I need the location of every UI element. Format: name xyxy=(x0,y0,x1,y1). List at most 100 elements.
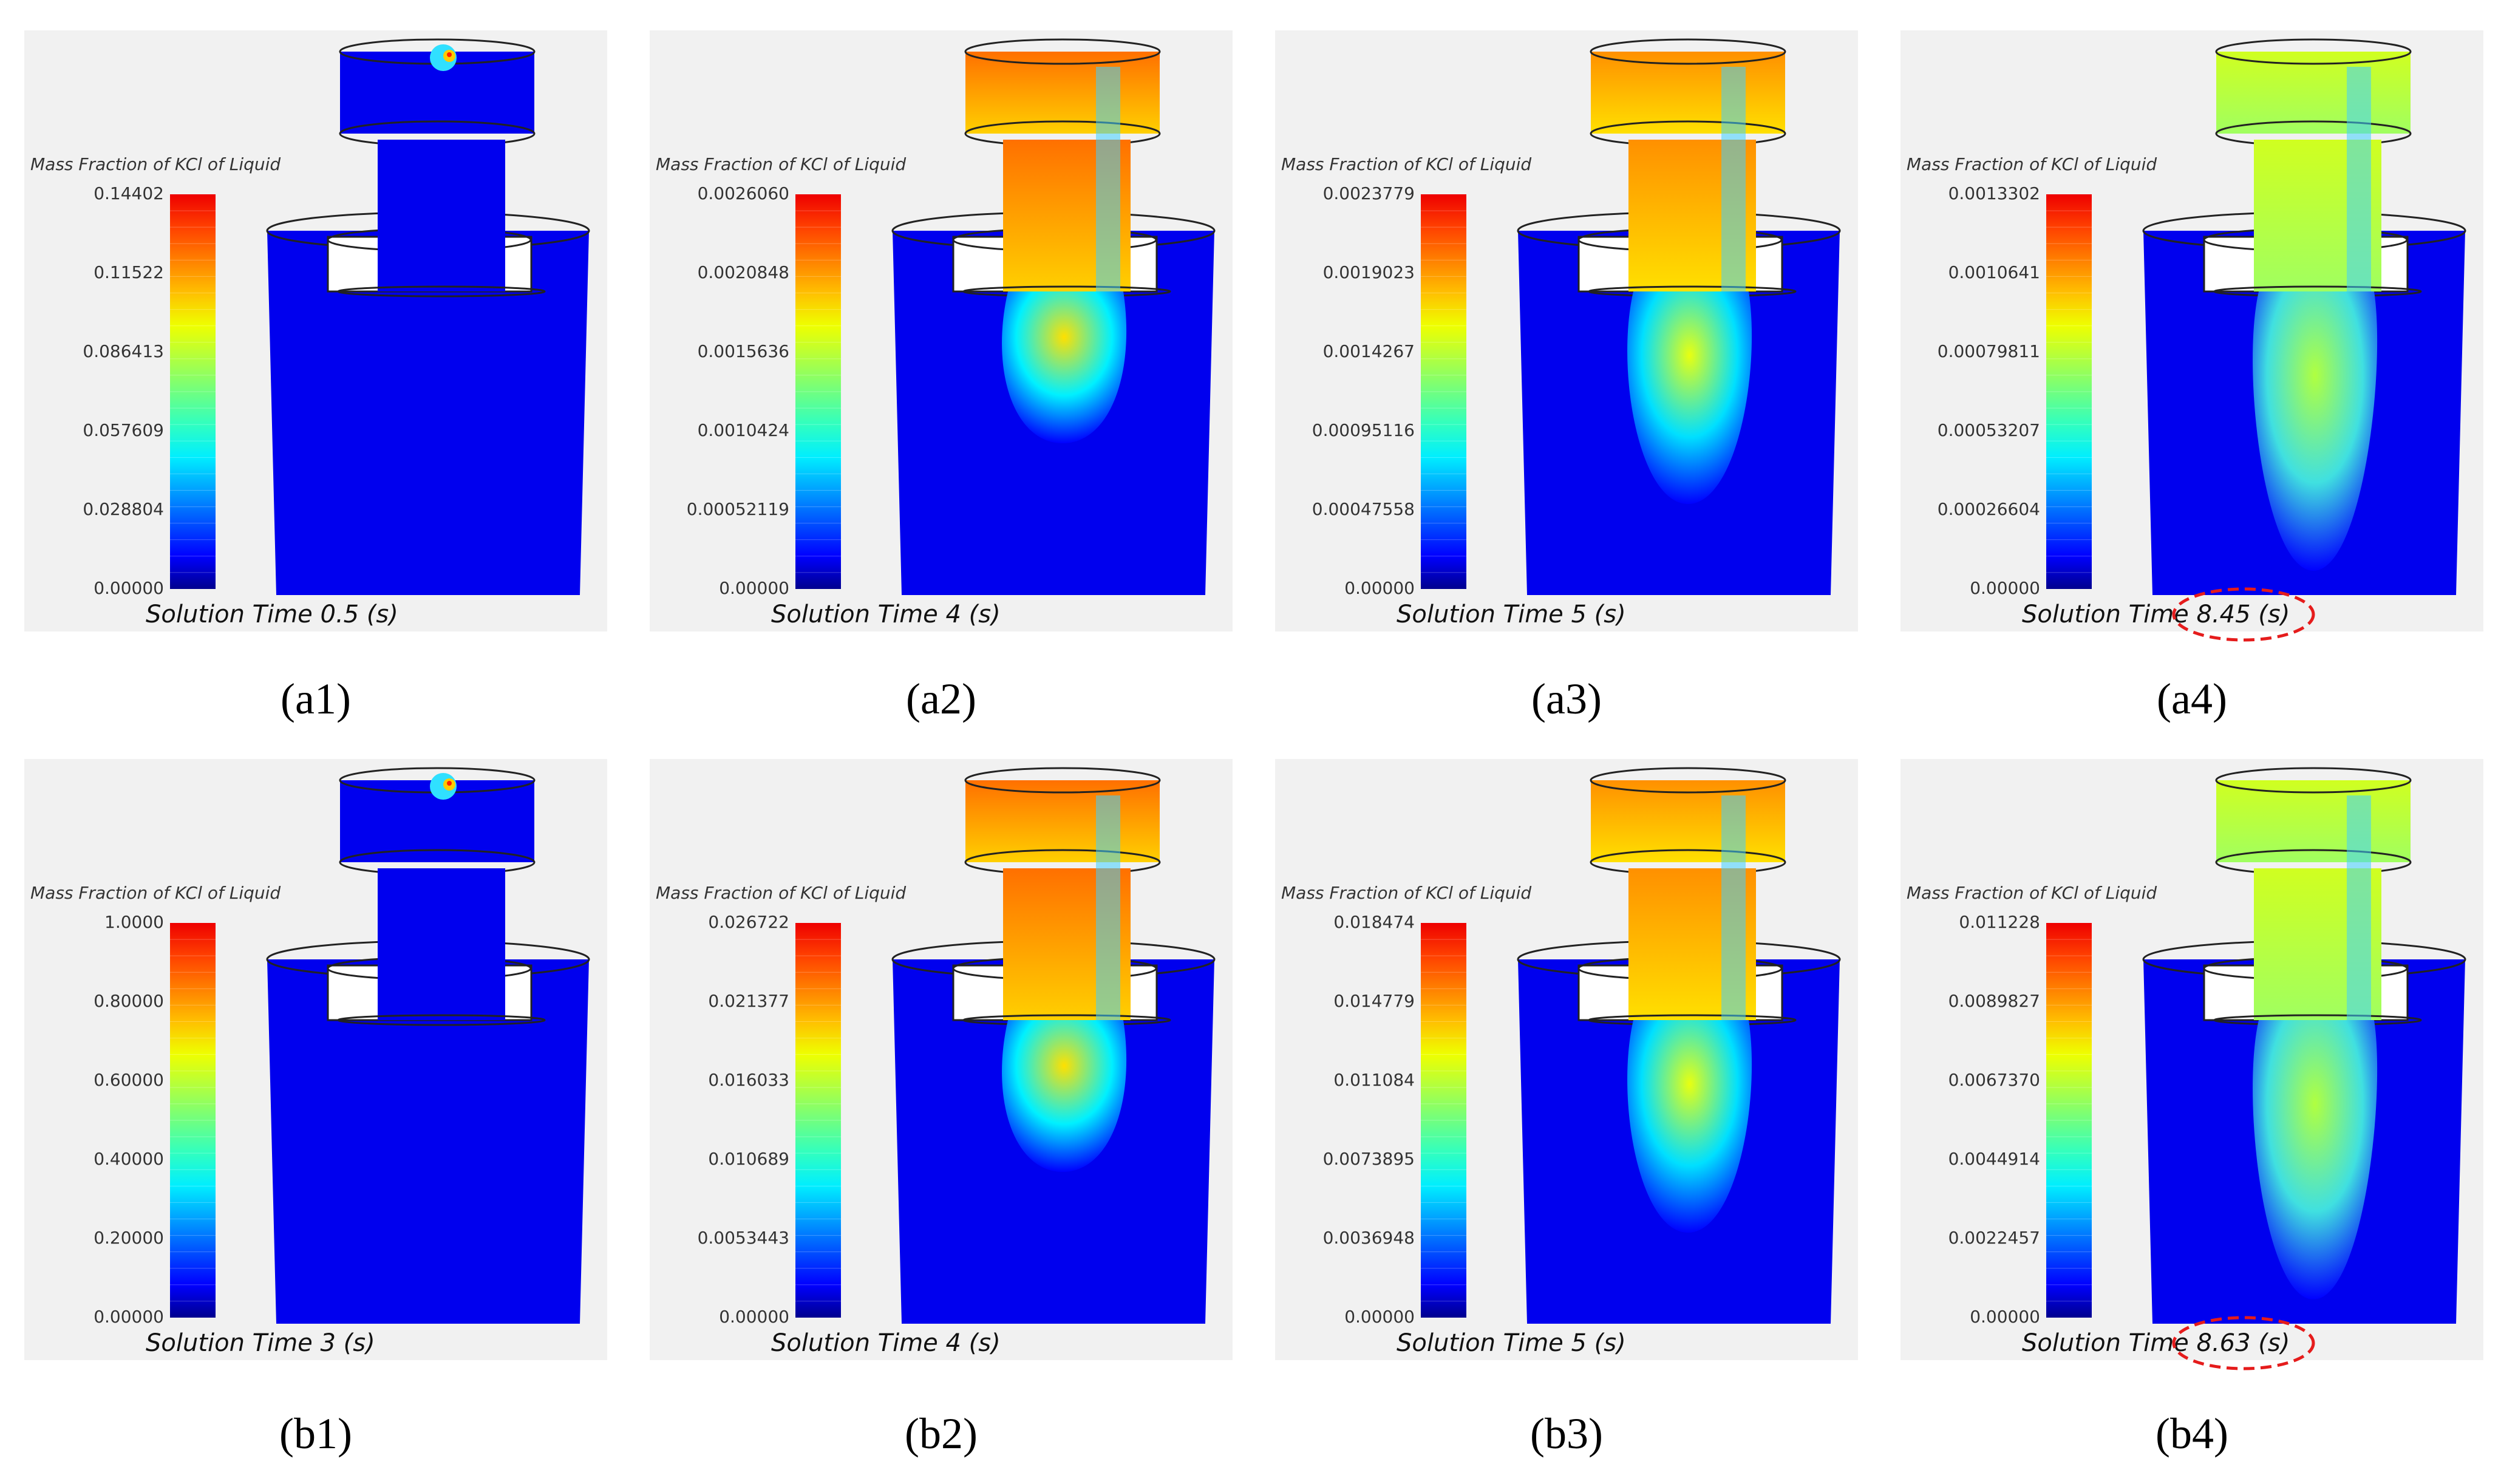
colorbar-tick-label: 0.40000 xyxy=(94,1149,164,1169)
colorbar-tick-label: 0.0073895 xyxy=(1323,1149,1415,1169)
subfigure-label: (a1) xyxy=(281,675,351,723)
colorbar-title: Mass Fraction of KCl of Liquid xyxy=(1907,154,2157,174)
panel-b1: Mass Fraction of KCl of Liquid 1.0000 0.80… xyxy=(24,759,607,1390)
colorbar xyxy=(1421,923,1466,1318)
colorbar-tick-label: 0.0020848 xyxy=(698,262,789,282)
colorbar-tick-label: 0.018474 xyxy=(1333,912,1415,932)
colorbar-tick-label: 0.00000 xyxy=(1970,578,2040,598)
colorbar-tick-label: 0.086413 xyxy=(83,341,164,361)
colorbar-tick-label: 0.0010641 xyxy=(1948,262,2040,282)
subfigure-label: (a2) xyxy=(906,675,976,723)
colorbar-title: Mass Fraction of KCl of Liquid xyxy=(1281,883,1531,903)
injection-peak xyxy=(447,52,452,57)
top-reservoir xyxy=(965,52,1160,134)
colorbar-tick-label: 0.026722 xyxy=(708,912,789,932)
simulation-view: Mass Fraction of KCl of Liquid 0.0026060 0… xyxy=(650,30,1233,631)
return-flow-streak xyxy=(1721,67,1746,291)
simulation-view: Mass Fraction of KCl of Liquid 1.0000 0.80… xyxy=(24,759,607,1360)
solution-time-caption: Solution Time 5 (s) xyxy=(1397,1329,1626,1357)
solution-time-caption: Solution Time 4 (s) xyxy=(771,601,1001,628)
colorbar-title: Mass Fraction of KCl of Liquid xyxy=(656,883,906,903)
reservoir-top-rim xyxy=(1590,767,1786,794)
reservoir-top-rim xyxy=(2215,38,2412,65)
colorbar-tick-label: 0.11522 xyxy=(94,262,164,282)
concentration-plume xyxy=(1002,1020,1127,1172)
solution-time-caption: Solution Time 8.45 (s) xyxy=(2022,601,2290,628)
colorbar-tick-label: 0.00052119 xyxy=(687,499,789,519)
highlight-ellipse xyxy=(2172,1316,2315,1370)
subfigure-label: (b2) xyxy=(905,1409,978,1458)
simulation-view: Mass Fraction of KCl of Liquid 0.026722 0.… xyxy=(650,759,1233,1360)
colorbar xyxy=(170,923,216,1318)
simulation-view: Mass Fraction of KCl of Liquid 0.011228 0.… xyxy=(1900,759,2483,1370)
colorbar-tick-label: 0.0026060 xyxy=(698,183,789,203)
colorbar-tick-label: 1.0000 xyxy=(104,912,164,932)
colorbar-tick-label: 0.0022457 xyxy=(1948,1228,2040,1248)
colorbar-tick-label: 0.80000 xyxy=(94,991,164,1011)
colorbar-title: Mass Fraction of KCl of Liquid xyxy=(30,154,281,174)
colorbar xyxy=(2046,923,2092,1318)
colorbar-tick-label: 0.0023779 xyxy=(1323,183,1415,203)
colorbar-tick-label: 0.0036948 xyxy=(1323,1228,1415,1248)
colorbar-tick-label: 0.00095116 xyxy=(1312,420,1415,440)
colorbar xyxy=(795,923,841,1318)
subfigure-label: (b1) xyxy=(279,1409,352,1458)
colorbar-tick-label: 0.021377 xyxy=(708,991,789,1011)
concentration-plume xyxy=(2253,291,2378,571)
reservoir-top-rim xyxy=(2215,767,2412,794)
colorbar-tick-label: 0.016033 xyxy=(708,1070,789,1090)
return-flow-streak xyxy=(1096,67,1120,291)
concentration-plume xyxy=(2253,1020,2378,1299)
colorbar xyxy=(795,194,841,589)
connecting-pipe xyxy=(378,868,505,1020)
colorbar xyxy=(170,194,216,589)
colorbar-tick-label: 0.011084 xyxy=(1333,1070,1415,1090)
top-reservoir xyxy=(965,780,1160,862)
panel-b4: Mass Fraction of KCl of Liquid 0.011228 0.… xyxy=(1900,759,2483,1390)
return-flow-streak xyxy=(1721,795,1746,1020)
top-reservoir xyxy=(1591,52,1785,134)
concentration-plume xyxy=(1627,291,1752,504)
colorbar-tick-label: 0.0019023 xyxy=(1323,262,1415,282)
colorbar-tick-label: 0.057609 xyxy=(83,420,164,440)
reservoir-top-rim xyxy=(964,767,1161,794)
colorbar-tick-label: 0.60000 xyxy=(94,1070,164,1090)
colorbar xyxy=(1421,194,1466,589)
colorbar-tick-label: 0.00053207 xyxy=(1938,420,2040,440)
colorbar-tick-label: 0.0015636 xyxy=(698,341,789,361)
colorbar xyxy=(2046,194,2092,589)
colorbar-tick-label: 0.00000 xyxy=(1344,1307,1415,1327)
subfigure-label: (b4) xyxy=(2156,1409,2228,1458)
pipe-outlet-line xyxy=(337,1014,546,1026)
solution-time-caption: Solution Time 5 (s) xyxy=(1397,601,1626,628)
reservoir-top-rim xyxy=(964,38,1161,65)
lower-vessel xyxy=(267,959,589,1324)
concentration-plume xyxy=(1002,291,1127,443)
return-flow-streak xyxy=(1096,795,1120,1020)
colorbar-tick-label: 0.00026604 xyxy=(1938,499,2040,519)
solution-time-caption: Solution Time 3 (s) xyxy=(146,1329,375,1357)
colorbar-tick-label: 0.011228 xyxy=(1959,912,2040,932)
connecting-pipe xyxy=(378,140,505,291)
solution-time-caption: Solution Time 4 (s) xyxy=(771,1329,1001,1357)
pipe-outlet-line xyxy=(337,285,546,298)
panel-b2: Mass Fraction of KCl of Liquid 0.026722 0.… xyxy=(650,759,1233,1390)
concentration-plume xyxy=(1627,1020,1752,1233)
colorbar-tick-label: 0.010689 xyxy=(708,1149,789,1169)
simulation-view: Mass Fraction of KCl of Liquid 0.14402 0.1… xyxy=(24,30,607,631)
solution-time-caption: Solution Time 8.63 (s) xyxy=(2022,1329,2290,1357)
panel-a2: Mass Fraction of KCl of Liquid 0.0026060 0… xyxy=(650,30,1233,662)
injection-peak xyxy=(447,781,452,786)
subfigure-label: (a3) xyxy=(1531,675,1602,723)
subfigure-label: (a4) xyxy=(2157,675,2227,723)
solution-time-caption: Solution Time 0.5 (s) xyxy=(146,601,398,628)
colorbar-tick-label: 0.00047558 xyxy=(1312,499,1415,519)
simulation-view: Mass Fraction of KCl of Liquid 0.0013302 0… xyxy=(1900,30,2483,642)
colorbar-title: Mass Fraction of KCl of Liquid xyxy=(30,883,281,903)
reservoir-top-rim xyxy=(1590,38,1786,65)
panel-b3: Mass Fraction of KCl of Liquid 0.018474 0.… xyxy=(1275,759,1858,1390)
simulation-view: Mass Fraction of KCl of Liquid 0.018474 0.… xyxy=(1275,759,1858,1360)
panel-a4: Mass Fraction of KCl of Liquid 0.0013302 0… xyxy=(1900,30,2483,662)
colorbar-tick-label: 0.00079811 xyxy=(1938,341,2040,361)
colorbar-tick-label: 0.00000 xyxy=(94,1307,164,1327)
